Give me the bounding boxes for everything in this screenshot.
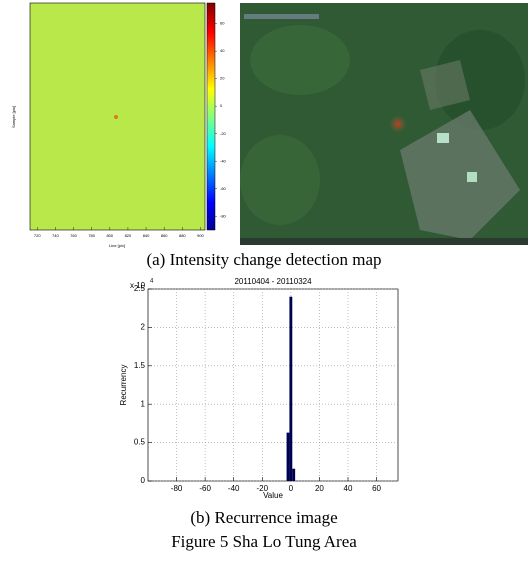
- bar: [292, 468, 296, 481]
- x-tick-label: 60: [372, 484, 381, 493]
- x-tick-label: -40: [228, 484, 240, 493]
- y-tick-label: 2: [141, 323, 146, 332]
- x-tick-label: -60: [199, 484, 211, 493]
- map-y-label: Sample [pix]: [11, 106, 16, 128]
- y-tick-label: 2.5: [134, 284, 146, 293]
- map-x-tick-label: 820: [125, 233, 132, 238]
- x-tick-label: 0: [289, 484, 294, 493]
- y-axis-label: Recurrency: [119, 365, 128, 406]
- map-x-tick-label: 720: [34, 233, 41, 238]
- colorbar-tick-label: -20: [220, 131, 227, 136]
- map-x-tick-label: 840: [143, 233, 150, 238]
- chart-title: 20110404 - 20110324: [234, 277, 312, 286]
- map-x-tick-label: 800: [106, 233, 113, 238]
- y-tick-label: 1: [141, 399, 146, 408]
- colorbar: [206, 2, 216, 231]
- y-scale-base: x 10: [130, 281, 146, 290]
- colorbar-tick-label: -60: [220, 186, 227, 191]
- plot-area: [147, 288, 399, 482]
- map-x-tick-label: 760: [70, 233, 77, 238]
- colorbar-tick-label: 20: [220, 76, 225, 81]
- map-x-tick-label: 860: [161, 233, 168, 238]
- colorbar-tick-label: -80: [220, 213, 227, 218]
- map-x-label: Line [pix]: [109, 243, 125, 248]
- colorbar-tick-label: 40: [220, 48, 225, 53]
- colorbar-tick-label: 60: [220, 21, 225, 26]
- satellite-image: [240, 3, 528, 245]
- bar: [286, 432, 290, 481]
- x-tick-label: -20: [257, 484, 269, 493]
- x-tick-label: -80: [171, 484, 183, 493]
- y-tick-label: 0.5: [134, 438, 146, 447]
- x-tick-label: 20: [315, 484, 324, 493]
- y-scale-exponent: 4: [150, 279, 154, 285]
- caption-a: (a) Intensity change detection map: [146, 250, 381, 269]
- map-x-tick-label: 880: [179, 233, 186, 238]
- change-spot: [114, 115, 118, 119]
- y-tick-label: 0: [141, 476, 146, 485]
- map-x-tick-label: 900: [197, 233, 204, 238]
- colorbar-tick-label: 0: [220, 103, 223, 108]
- x-axis-label: Value: [263, 491, 283, 500]
- y-tick-label: 1.5: [134, 361, 146, 370]
- caption-b: (b) Recurrence image: [190, 508, 337, 527]
- bar: [289, 296, 293, 481]
- figure-caption: Figure 5 Sha Lo Tung Area: [171, 532, 357, 551]
- colorbar-tick-label: -40: [220, 158, 227, 163]
- x-tick-label: 40: [344, 484, 353, 493]
- map-x-tick-label: 740: [52, 233, 59, 238]
- map-x-tick-label: 780: [88, 233, 95, 238]
